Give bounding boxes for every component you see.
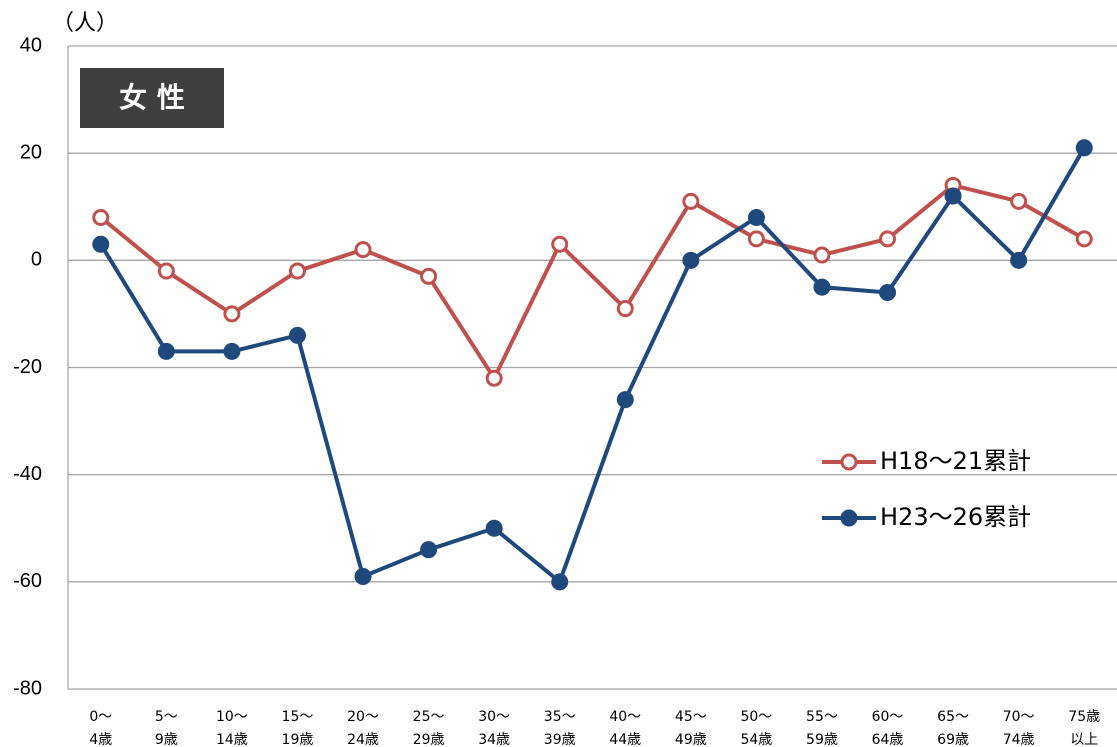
y-tick-label: 40 [20, 34, 42, 56]
point [157, 262, 175, 280]
x-tick-label: 54歳 [740, 732, 772, 747]
point [485, 369, 503, 387]
x-tick-label: 9歳 [155, 732, 178, 747]
chart-title: 女 性 [119, 81, 185, 114]
point [92, 208, 110, 226]
point [813, 246, 831, 264]
point [944, 187, 962, 205]
point [157, 342, 175, 360]
x-tick-label: 20～ [347, 709, 379, 725]
x-tick-label: 35～ [544, 709, 576, 725]
point [682, 251, 700, 269]
y-tick-label: -60 [13, 570, 42, 592]
x-tick-label: 4歳 [89, 732, 112, 747]
x-tick-label: 70～ [1003, 709, 1035, 725]
x-tick-label: 69歳 [937, 732, 969, 747]
point [1075, 139, 1093, 157]
point [420, 541, 438, 559]
x-tick-label: 15～ [282, 709, 314, 725]
point [485, 519, 503, 537]
x-tick-label: 14歳 [216, 732, 248, 747]
x-tick-label: 40～ [609, 709, 641, 725]
point [223, 342, 241, 360]
point [1010, 251, 1028, 269]
x-tick-label: 24歳 [347, 732, 379, 747]
point [354, 241, 372, 259]
y-tick-label: -40 [13, 463, 42, 485]
x-tick-label: 34歳 [478, 732, 510, 747]
x-tick-label: 29歳 [413, 732, 445, 747]
x-tick-label: 39歳 [544, 732, 576, 747]
point [879, 283, 897, 301]
point [747, 230, 765, 248]
legend-label: H18～21累計 [880, 447, 1031, 475]
x-tick-label: 以上 [1070, 732, 1098, 747]
x-tick-label: 64歳 [872, 732, 904, 747]
point [813, 278, 831, 296]
x-tick-label: 19歳 [282, 732, 314, 747]
point [551, 573, 569, 591]
point [92, 235, 110, 253]
y-tick-label: -20 [13, 356, 42, 378]
point [288, 326, 306, 344]
x-tick-label: 5～ [155, 709, 178, 725]
point [616, 300, 634, 318]
point [420, 267, 438, 285]
x-tick-label: 50～ [740, 709, 772, 725]
x-tick-label: 55～ [806, 709, 838, 725]
series-line [99, 183, 1086, 381]
point [354, 567, 372, 585]
y-tick-label: -80 [13, 677, 42, 699]
x-tick-label: 10～ [216, 709, 248, 725]
point [1075, 230, 1093, 248]
series-line [99, 146, 1086, 584]
point [616, 391, 634, 409]
legend-label: H23～26累計 [880, 503, 1031, 531]
legend-marker [840, 453, 858, 471]
title-badge [80, 68, 224, 128]
x-tick-label: 75歳 [1068, 709, 1100, 725]
x-tick-label: 0～ [89, 709, 112, 725]
point [223, 305, 241, 323]
x-tick-label: 45～ [675, 709, 707, 725]
y-tick-label: 20 [20, 141, 42, 163]
x-tick-label: 30～ [478, 709, 510, 725]
y-axis-label: （人） [52, 11, 118, 36]
y-tick-label: 0 [31, 249, 42, 271]
x-tick-label: 49歳 [675, 732, 707, 747]
point [747, 208, 765, 226]
x-tick-label: 59歳 [806, 732, 838, 747]
point [1010, 192, 1028, 210]
x-tick-label: 44歳 [609, 732, 641, 747]
point [879, 230, 897, 248]
legend-marker [840, 509, 858, 527]
x-tick-label: 74歳 [1003, 732, 1035, 747]
x-tick-label: 25～ [413, 709, 445, 725]
point [682, 192, 700, 210]
x-tick-label: 60～ [872, 709, 904, 725]
point [288, 262, 306, 280]
point [551, 235, 569, 253]
x-tick-label: 65～ [937, 709, 969, 725]
